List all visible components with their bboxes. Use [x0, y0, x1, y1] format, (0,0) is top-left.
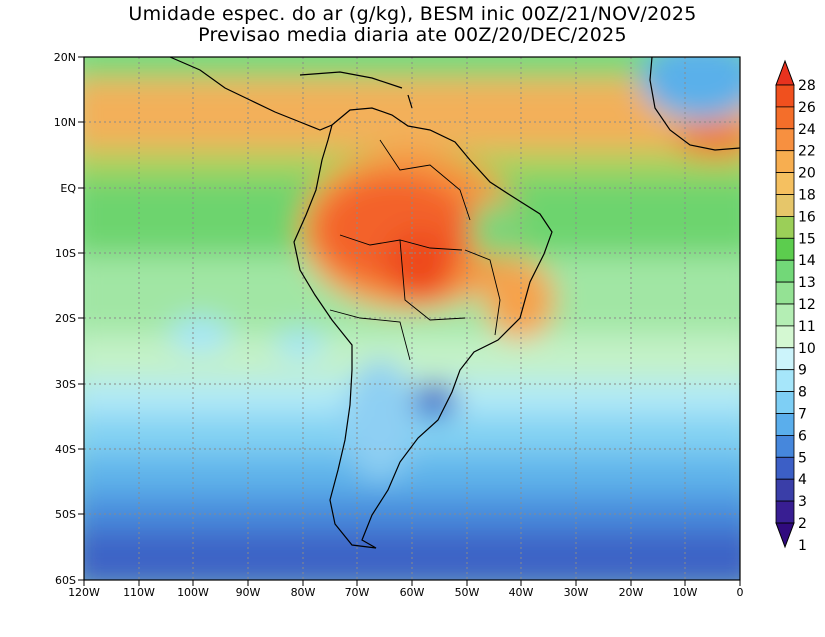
- lon-label-10w: 10W: [673, 586, 698, 599]
- colorbar-arrow-bottom: [775, 522, 795, 549]
- lat-label-20n: 20N: [54, 51, 76, 64]
- colorbar-label: 12: [798, 297, 816, 313]
- colorbar-label: 6: [798, 428, 807, 444]
- colorbar-label: 14: [798, 253, 816, 269]
- colorbar-label: 1: [798, 538, 807, 554]
- colorbar-swatch: [775, 150, 795, 173]
- lon-label-30w: 30W: [564, 586, 589, 599]
- colorbar-label: 18: [798, 188, 816, 204]
- colorbar-swatch: [775, 303, 795, 327]
- colorbar-swatch: [775, 84, 795, 108]
- lon-label-60w: 60W: [400, 586, 425, 599]
- colorbar-swatch: [775, 106, 795, 130]
- lon-label-50w: 50W: [455, 586, 480, 599]
- colorbar-label: 16: [798, 209, 816, 225]
- colorbar-label: 26: [798, 100, 816, 116]
- lon-label-20w: 20W: [619, 586, 644, 599]
- colorbar-label: 4: [798, 472, 807, 488]
- lat-label-50s: 50S: [55, 508, 76, 521]
- lon-label-110w: 110W: [123, 586, 155, 599]
- colorbar-swatch: [775, 413, 795, 436]
- colorbar-swatch: [775, 325, 795, 349]
- lon-label-120w: 120W: [68, 586, 100, 599]
- lat-label-10n: 10N: [54, 116, 76, 129]
- colorbar-label: 7: [798, 407, 807, 423]
- grid-lines: [84, 57, 740, 580]
- colorbar-swatch: [775, 500, 795, 524]
- colorbar-label: 28: [798, 78, 816, 94]
- colorbar-swatch: [775, 237, 795, 261]
- colorbar-swatch: [775, 478, 795, 502]
- lat-label-eq: EQ: [60, 182, 76, 195]
- colorbar-label: 20: [798, 166, 816, 182]
- colorbar-label: 10: [798, 341, 816, 357]
- lat-label-20s: 20S: [55, 312, 76, 325]
- colorbar-label: 9: [798, 363, 807, 379]
- lat-label-10s: 10S: [55, 247, 76, 260]
- colorbar-label: 13: [798, 275, 816, 291]
- coastlines: [169, 56, 741, 549]
- colorbar-swatch: [775, 369, 795, 393]
- colorbar-swatch: [775, 128, 795, 152]
- colorbar-arrow-top: [775, 59, 795, 86]
- colorbar: 28 26 24 22 20 18 16 15 14 13 12 11 10 9 8 7 6 5 4 3 2 1: [775, 59, 816, 554]
- lon-label-0: 0: [737, 586, 744, 599]
- lon-label-80w: 80W: [291, 586, 316, 599]
- lon-label-70w: 70W: [345, 586, 370, 599]
- map-title-line-1: Umidade espec. do ar (g/kg), BESM inic 0…: [128, 3, 697, 25]
- colorbar-label: 11: [798, 319, 816, 335]
- map-title-line-2: Previsao media diaria ate 00Z/20/DEC/202…: [198, 24, 627, 46]
- colorbar-label: 22: [798, 144, 816, 160]
- colorbar-label: 24: [798, 122, 816, 138]
- colorbar-label: 3: [798, 494, 807, 510]
- lon-label-40w: 40W: [509, 586, 534, 599]
- colorbar-swatch: [775, 172, 795, 195]
- lat-label-60s: 60S: [55, 574, 76, 587]
- colorbar-swatch: [775, 259, 795, 283]
- colorbar-swatch: [775, 456, 795, 480]
- lat-label-30s: 30S: [55, 378, 76, 391]
- caribbean-outline: [299, 71, 413, 109]
- central-america-outline: [169, 56, 333, 131]
- colorbar-label: 2: [798, 516, 807, 532]
- colorbar-label: 15: [798, 231, 816, 247]
- south-america-outline: [293, 107, 553, 549]
- africa-outline: [649, 56, 741, 151]
- colorbar-swatch: [775, 281, 795, 305]
- lon-label-100w: 100W: [177, 586, 209, 599]
- lon-label-90w: 90W: [236, 586, 261, 599]
- colorbar-label: 5: [798, 450, 807, 466]
- colorbar-swatch: [775, 347, 795, 371]
- colorbar-swatch: [775, 215, 795, 239]
- colorbar-swatch: [775, 391, 795, 414]
- colorbar-swatch: [775, 194, 795, 217]
- lat-label-40s: 40S: [55, 443, 76, 456]
- colorbar-label: 8: [798, 385, 807, 401]
- colorbar-swatch: [775, 434, 795, 458]
